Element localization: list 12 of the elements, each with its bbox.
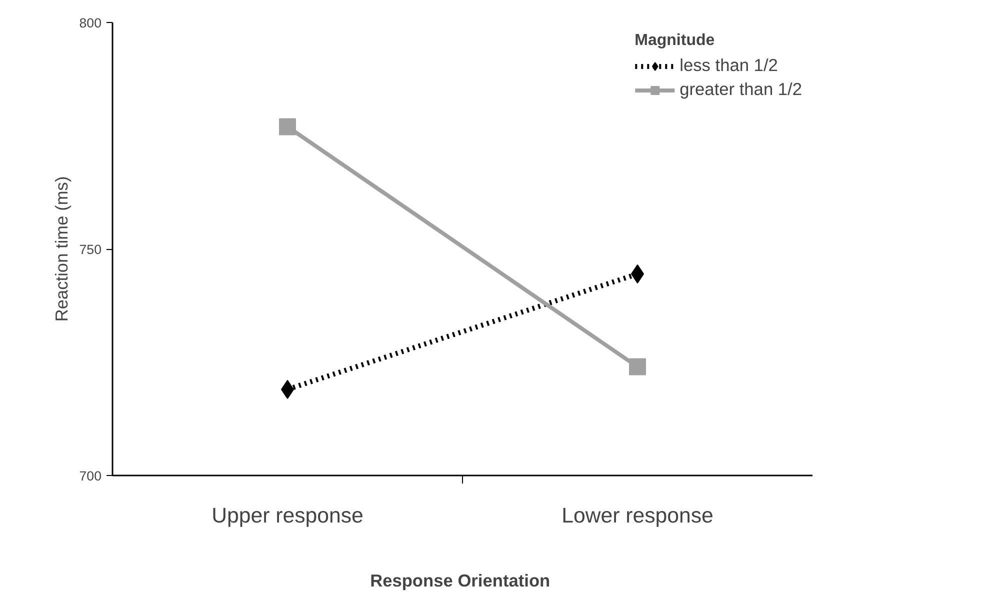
- x-tick-label: Lower response: [562, 504, 714, 528]
- y-tick-label: 800: [79, 16, 102, 30]
- legend-label: less than 1/2: [680, 55, 778, 76]
- x-tick-label: Upper response: [212, 504, 364, 528]
- x-axis-title: Response Orientation: [370, 570, 550, 590]
- legend-title: Magnitude: [634, 32, 716, 50]
- point: [279, 118, 296, 136]
- y-tick-label: 700: [79, 468, 102, 484]
- y-axis-title: Reaction time (ms): [51, 176, 72, 322]
- y-tick-label: 750: [79, 242, 102, 257]
- point: [629, 358, 646, 376]
- legend-label: greater than 1/2: [680, 79, 802, 100]
